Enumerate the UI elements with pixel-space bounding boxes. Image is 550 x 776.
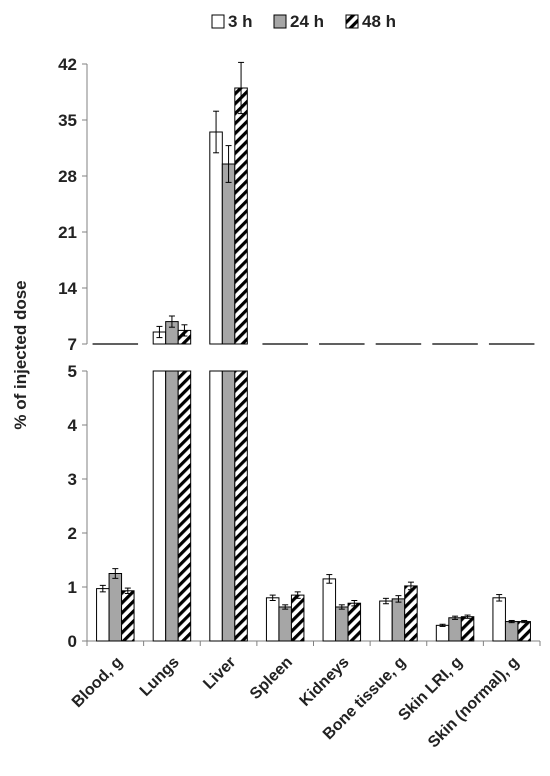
lower-tick-label: 5	[68, 362, 77, 381]
legend-swatch	[211, 14, 225, 29]
bar	[290, 594, 305, 642]
bar	[448, 617, 462, 642]
y-axis-label: % of injected dose	[11, 280, 30, 429]
lower-tick-label: 0	[68, 632, 77, 651]
legend-swatch	[273, 14, 287, 29]
lower-panel: 0 1 2 3 4 5	[68, 362, 541, 651]
bar-upper	[209, 131, 223, 345]
bar	[435, 624, 450, 642]
legend-swatch	[345, 14, 359, 29]
bar-lower	[221, 370, 236, 642]
bar-lower	[152, 370, 167, 642]
bar	[517, 621, 531, 642]
upper-tick-label: 7	[68, 335, 77, 354]
bar	[460, 616, 475, 642]
category-label: Kidneys	[297, 654, 353, 710]
bar	[278, 606, 292, 642]
bar	[404, 585, 418, 642]
bar-upper	[221, 163, 236, 345]
bar-lower	[209, 370, 223, 642]
category-label: Lungs	[137, 654, 183, 700]
bar	[391, 598, 406, 642]
upper-tick-label: 28	[58, 167, 77, 186]
upper-tick-label: 35	[58, 111, 77, 130]
legend-label: 3 h	[228, 12, 253, 31]
legend: 3 h 24 h 48 h	[211, 12, 396, 31]
category-label: Blood, g	[69, 654, 126, 711]
bar	[121, 590, 135, 642]
upper-tick-label: 14	[58, 279, 77, 298]
upper-tick-label: 42	[58, 55, 77, 74]
lower-tick-label: 4	[68, 416, 78, 435]
bar	[347, 602, 362, 642]
bar-lower	[165, 370, 179, 642]
lower-tick-label: 1	[68, 578, 77, 597]
bar	[335, 606, 349, 642]
upper-panel: 7 14 21 28 35 42	[58, 55, 535, 354]
bar	[322, 578, 337, 642]
category-label: Liver	[200, 654, 239, 693]
upper-tick-label: 21	[58, 223, 77, 242]
bar-lower	[234, 370, 248, 642]
bar	[492, 597, 506, 642]
bar	[379, 600, 393, 642]
legend-label: 48 h	[362, 12, 396, 31]
bar	[265, 597, 280, 642]
lower-tick-label: 2	[68, 524, 77, 543]
legend-label: 24 h	[290, 12, 324, 31]
bar	[504, 621, 519, 642]
category-label: Spleen	[247, 654, 296, 703]
bar-lower	[177, 370, 192, 642]
bar	[108, 573, 123, 642]
lower-tick-label: 3	[68, 470, 77, 489]
bar-upper	[234, 87, 248, 345]
bar	[96, 588, 110, 642]
